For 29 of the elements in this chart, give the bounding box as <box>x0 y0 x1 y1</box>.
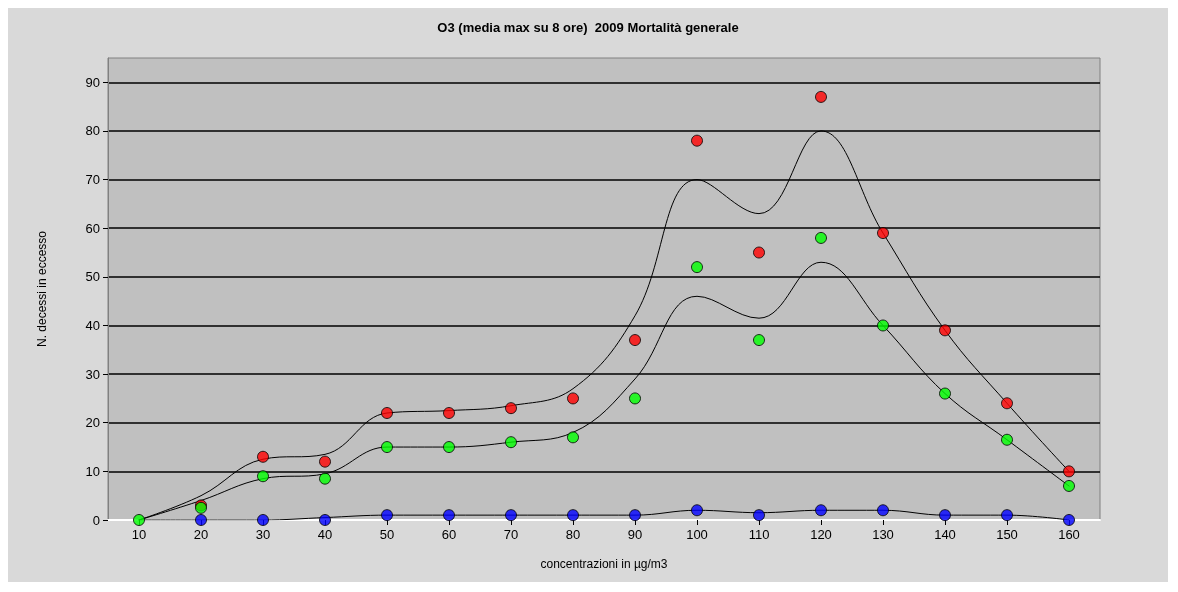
x-tick-label: 130 <box>872 527 894 542</box>
y-tick-label: 10 <box>85 463 100 479</box>
x-tick-label: 20 <box>193 527 209 542</box>
y-tick-label: 30 <box>85 366 100 382</box>
y-tick-label: 70 <box>85 172 100 188</box>
x-tick-label: 120 <box>810 527 832 542</box>
x-axis-title: concentrazioni in µg/m3 <box>540 557 668 571</box>
x-tick-label: 90 <box>627 527 643 542</box>
x-tick-label: 80 <box>565 527 581 542</box>
x-tick-label: 40 <box>317 527 333 542</box>
chart-title: O3 (media max su 8 ore) 2009 Mortalità generale <box>437 20 739 35</box>
x-tick-label: 110 <box>748 527 770 542</box>
x-tick-label: 50 <box>379 527 395 542</box>
y-tick-label: 90 <box>85 74 100 90</box>
y-axis-title: N. decessi in eccesso <box>35 230 49 348</box>
y-tick-label: 60 <box>85 220 100 236</box>
x-tick-label: 150 <box>996 527 1018 542</box>
y-tick-label: 0 <box>92 512 100 528</box>
y-tick-label: 80 <box>85 123 100 139</box>
y-tick-label: 40 <box>85 317 100 333</box>
y-tick-label: 20 <box>85 415 100 431</box>
x-tick-label: 140 <box>934 527 956 542</box>
y-tick-label: 50 <box>85 269 100 285</box>
x-tick-label: 30 <box>255 527 271 542</box>
x-tick-label: 100 <box>686 527 708 542</box>
x-tick-label: 70 <box>503 527 519 542</box>
x-tick-label: 60 <box>441 527 457 542</box>
x-tick-label: 160 <box>1058 527 1080 542</box>
x-tick-label: 10 <box>131 527 147 542</box>
